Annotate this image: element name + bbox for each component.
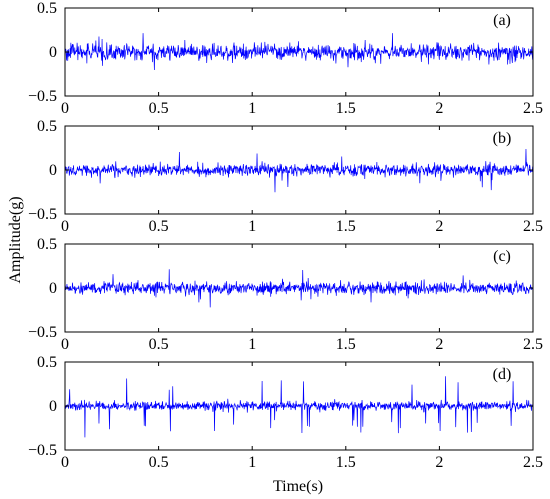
y-axis-label: Amplitude(g) [7,196,24,283]
y-tick-label: 0 [49,162,57,179]
x-tick-label: 0.5 [149,336,169,353]
x-tick-label: 0 [61,218,69,235]
x-tick-label: 1 [248,454,256,471]
x-tick-label: 2.5 [523,100,543,117]
y-tick-label: 0.5 [37,354,57,371]
x-axis-label: Time(s) [273,478,323,495]
x-tick-label: 2 [435,100,443,117]
subplots: 0 0.5 1 1.5 2 2.50.50−0.5(a)0 0.5 1 1.5 2 2.50.50−… [28,0,543,471]
x-tick-label: 1 [248,100,256,117]
x-tick-label: 1 [248,218,256,235]
x-tick-label: 0 [61,336,69,353]
x-tick-label: 2 [435,218,443,235]
x-tick-label: 2 [435,336,443,353]
panel-tag: (c) [493,248,511,265]
y-tick-label: −0.5 [28,206,57,223]
x-tick-label: 1.5 [336,100,356,117]
x-tick-label: 2.5 [523,336,543,353]
x-tick-label: 2.5 [523,218,543,235]
subplot-c: 0 0.5 1 1.5 2 2.50.50−0.5(c) [28,236,543,353]
axes-frame [64,7,534,97]
subplot-a: 0 0.5 1 1.5 2 2.50.50−0.5(a) [28,0,543,117]
signal-line [64,376,534,438]
x-tick-label: 2 [435,454,443,471]
x-tick-label: 1.5 [336,454,356,471]
subplot-b: 0 0.5 1 1.5 2 2.50.50−0.5(b) [28,118,543,235]
x-tick-label: 0 [61,454,69,471]
x-tick-label: 0.5 [149,100,169,117]
x-tick-label: 0 [61,100,69,117]
y-tick-label: −0.5 [28,324,57,341]
x-tick-label: 0.5 [149,454,169,471]
y-tick-label: 0 [49,280,57,297]
y-tick-label: −0.5 [28,88,57,105]
subplot-d: 0 0.5 1 1.5 2 2.50.50−0.5(d) [28,354,543,471]
x-tick-label: 2.5 [523,454,543,471]
x-tick-label: 1 [248,336,256,353]
y-tick-label: 0 [49,44,57,61]
panel-tag: (a) [493,12,511,29]
signal-line [64,269,534,308]
signal-line [64,148,534,193]
y-tick-label: −0.5 [28,442,57,459]
panel-tag: (b) [493,130,512,147]
y-tick-label: 0.5 [37,0,57,17]
y-tick-label: 0.5 [37,118,57,135]
x-tick-label: 1.5 [336,218,356,235]
signal-line [64,33,534,70]
y-tick-label: 0.5 [37,236,57,253]
x-tick-label: 1.5 [336,336,356,353]
y-tick-label: 0 [49,398,57,415]
panel-tag: (d) [493,366,512,383]
x-tick-label: 0.5 [149,218,169,235]
